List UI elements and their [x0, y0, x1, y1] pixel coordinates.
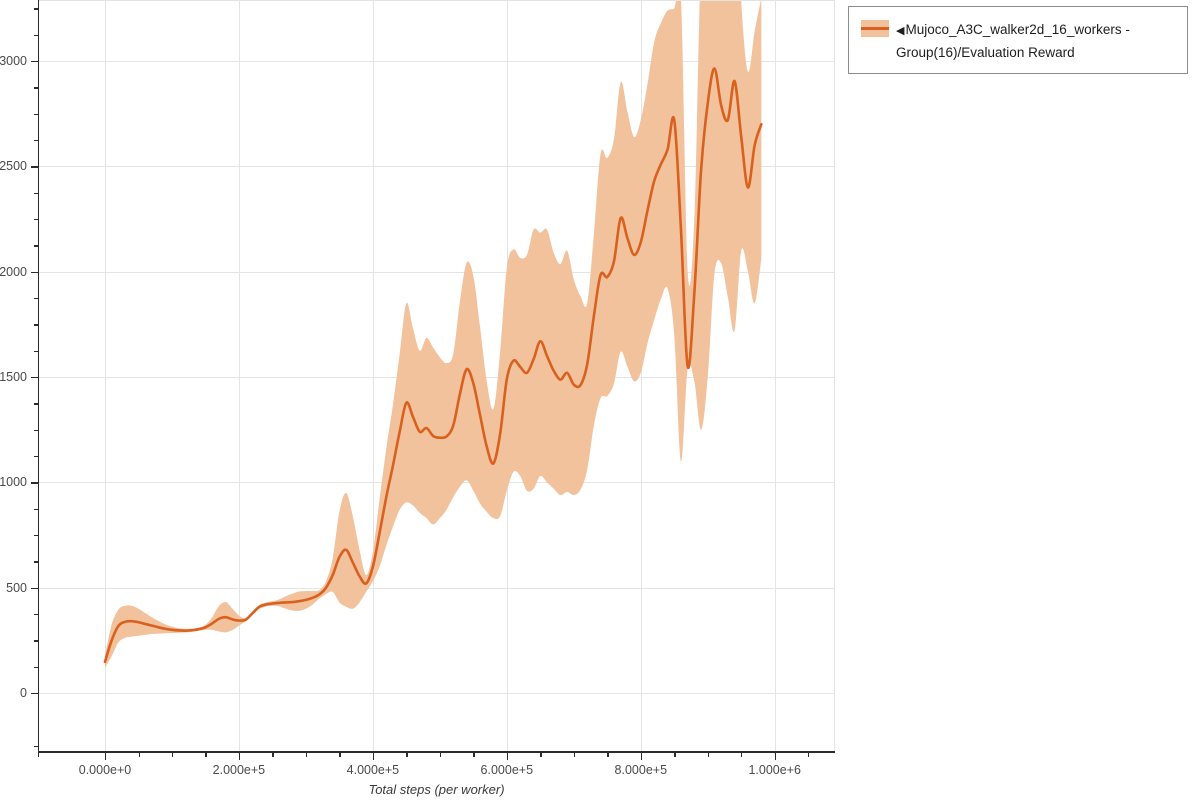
x-tick-minor	[741, 752, 743, 757]
x-tick-minor	[707, 752, 709, 757]
y-tick-minor	[34, 403, 38, 405]
x-tick-minor	[674, 752, 676, 757]
gridline-horizontal	[38, 587, 835, 589]
legend-entry-text: Mujoco_A3C_walker2d_16_workers - Group(1…	[896, 22, 1130, 60]
y-axis-line	[38, 0, 39, 752]
x-tick-minor	[473, 752, 475, 757]
legend[interactable]: ◀Mujoco_A3C_walker2d_16_workers - Group(…	[848, 6, 1188, 74]
y-tick-minor	[34, 350, 38, 352]
x-tick-minor	[138, 752, 140, 757]
y-tick-label: 500	[6, 580, 27, 595]
y-tick-label: 3000	[0, 54, 27, 69]
x-tick-minor	[607, 752, 609, 757]
gridline-horizontal	[38, 693, 835, 694]
x-tick-label: 2.000e+5	[212, 763, 266, 777]
left-triangle-icon: ◀	[896, 25, 905, 37]
legend-entry[interactable]: ◀Mujoco_A3C_walker2d_16_workers - Group(…	[861, 19, 1177, 63]
plot-area	[31, 0, 835, 760]
y-tick-minor	[34, 640, 38, 642]
y-tick-major	[31, 693, 38, 695]
y-tick-major	[31, 61, 38, 63]
x-tick-minor	[540, 752, 542, 757]
y-tick-minor	[34, 535, 38, 537]
x-tick-minor	[439, 752, 442, 757]
y-tick-minor	[34, 614, 38, 616]
y-tick-minor	[34, 666, 38, 668]
x-tick-minor	[305, 752, 308, 757]
y-tick-label: 1500	[0, 370, 27, 385]
x-tick-minor	[573, 752, 576, 757]
x-tick-major	[105, 752, 107, 760]
x-axis-title: Total steps (per worker)	[368, 782, 505, 797]
y-tick-label: 2000	[0, 264, 27, 279]
x-tick-major	[506, 752, 509, 760]
legend-swatch	[861, 20, 889, 37]
y-tick-minor	[34, 298, 38, 300]
confidence-band	[104, 0, 762, 668]
y-tick-minor	[34, 245, 38, 247]
y-tick-major	[31, 166, 38, 168]
y-tick-major	[31, 377, 38, 379]
y-tick-minor	[34, 34, 38, 37]
x-axis-line	[38, 751, 835, 753]
y-tick-major	[31, 587, 38, 590]
gridline-horizontal	[38, 271, 835, 273]
x-tick-minor	[205, 752, 207, 757]
y-tick-major	[31, 271, 38, 274]
y-tick-major	[31, 482, 38, 484]
gridline-vertical	[238, 0, 240, 752]
x-tick-label: 0.000e+0	[78, 763, 132, 777]
x-tick-minor	[272, 752, 274, 757]
gridline-vertical	[640, 0, 642, 752]
plot-right-border	[834, 0, 835, 752]
y-tick-minor	[34, 219, 38, 221]
x-tick-minor	[171, 752, 174, 757]
y-tick-minor	[34, 456, 38, 458]
mean-line	[103, 67, 763, 664]
x-tick-minor	[406, 752, 408, 757]
plot-top-border	[38, 0, 835, 1]
y-tick-minor	[34, 324, 38, 326]
gridline-horizontal	[38, 61, 835, 63]
x-tick-major	[774, 752, 777, 760]
y-tick-minor	[34, 8, 38, 10]
gridline-vertical	[372, 0, 374, 752]
y-tick-label: 0	[20, 686, 27, 700]
y-tick-minor	[34, 140, 38, 142]
x-tick-major	[640, 752, 643, 760]
y-tick-minor	[34, 745, 38, 747]
x-tick-major	[238, 752, 241, 760]
y-tick-label: 2500	[0, 159, 27, 174]
y-tick-minor	[34, 192, 38, 194]
legend-entry-label: ◀Mujoco_A3C_walker2d_16_workers - Group(…	[896, 19, 1177, 63]
y-tick-minor	[34, 429, 38, 431]
x-tick-label: 4.000e+5	[346, 763, 400, 777]
gridline-horizontal	[38, 166, 835, 168]
y-tick-minor	[34, 113, 38, 115]
x-tick-minor	[339, 752, 341, 757]
y-tick-label: 1000	[0, 475, 27, 490]
x-tick-minor	[808, 752, 810, 757]
x-tick-minor	[38, 752, 40, 757]
gridline-vertical	[105, 0, 106, 752]
y-tick-minor	[34, 87, 38, 89]
y-tick-minor	[34, 508, 38, 510]
legend-line-swatch	[861, 27, 889, 30]
series-layer	[103, 0, 763, 668]
x-tick-label: 8.000e+5	[614, 763, 668, 777]
x-tick-label: 6.000e+5	[480, 763, 534, 777]
y-tick-minor	[34, 561, 38, 563]
gridline-vertical	[774, 0, 776, 752]
x-tick-major	[372, 752, 375, 760]
x-tick-label: 1.000e+6	[748, 763, 801, 777]
